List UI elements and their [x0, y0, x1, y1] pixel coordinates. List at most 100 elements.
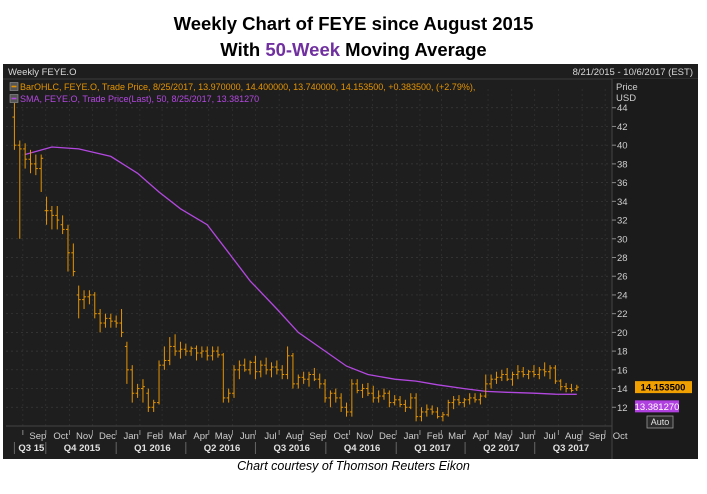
x-tick-label-month: Jan: [404, 431, 419, 442]
ohlc-bar: [312, 367, 317, 382]
x-tick-label-month: Feb: [147, 431, 163, 442]
chart-panel[interactable]: Weekly FEYE.O 8/21/2015 - 10/6/2017 (EST)…: [3, 64, 698, 459]
auto-scale-button[interactable]: [646, 415, 674, 429]
sma-value-tag: [635, 400, 679, 413]
ohlc-bar: [344, 402, 349, 417]
x-tick-label-month: Jul: [544, 431, 556, 442]
date-range: 8/21/2015 - 10/6/2017 (EST): [573, 67, 693, 78]
ohlc-bar: [531, 365, 536, 378]
x-tick-label-quarter: Q3 2016: [273, 443, 309, 454]
ohlc-bar: [194, 345, 199, 361]
x-tick-label-month: Sep: [29, 431, 46, 442]
x-tick-label-quarter: Q2 2016: [204, 443, 240, 454]
y-tick-label: 36: [617, 178, 628, 189]
ohlc-bar: [553, 365, 558, 384]
y-tick-label: 40: [617, 141, 628, 152]
ohlc-bar: [537, 367, 542, 380]
auto-scale-button-label[interactable]: Auto: [651, 417, 670, 427]
ohlc-bar: [124, 341, 129, 384]
x-tick-label-month: Mar: [448, 431, 464, 442]
ohlc-bar: [489, 374, 494, 389]
sma-line: [24, 146, 577, 395]
ohlc-bar: [130, 365, 135, 403]
ohlc-bar: [360, 383, 365, 398]
ohlc-bar: [328, 390, 333, 408]
ohlc-bar: [323, 379, 328, 403]
ohlc-bar: [564, 382, 569, 393]
ohlc-bar: [548, 365, 553, 380]
ohlc-bar: [210, 346, 215, 361]
last-price-label: 14.153500: [641, 383, 686, 394]
ohlc-bar: [135, 383, 140, 398]
ohlc-bar: [430, 405, 435, 415]
legend-entry: SMA, FEYE.O, Trade Price(Last), 50, 8/25…: [20, 94, 259, 104]
ohlc-bar: [17, 140, 22, 239]
ohlc-bar: [478, 393, 483, 405]
ohlc-bar: [290, 352, 295, 389]
ohlc-bar: [307, 371, 311, 387]
x-tick-label-month: Nov: [76, 431, 93, 442]
ohlc-bar: [280, 365, 285, 380]
ohlc-bar: [451, 396, 456, 410]
ohlc-bar: [119, 308, 124, 338]
last-price-tag: [635, 381, 692, 394]
x-tick-label-month: Apr: [473, 431, 488, 442]
ohlc-bar: [317, 373, 322, 389]
ohlc-bar: [349, 379, 354, 417]
ohlc-bar: [440, 411, 445, 422]
ohlc-bar: [103, 313, 108, 328]
x-tick-label-month: Oct: [613, 431, 628, 442]
ohlc-bar: [355, 379, 360, 394]
ohlc-bar: [446, 399, 451, 417]
ohlc-bar: [60, 215, 65, 235]
y-tick-label: 30: [617, 234, 628, 245]
ohlc-bar: [387, 390, 392, 408]
y-axis-label: Price: [616, 82, 638, 93]
y-tick-label: 44: [617, 103, 628, 114]
legend-entry: BarOHLC, FEYE.O, Trade Price, 8/25/2017,…: [20, 82, 475, 92]
ohlc-bar: [183, 343, 188, 356]
ohlc-bar: [82, 290, 87, 309]
ohlc-bar: [151, 399, 156, 412]
ohlc-bar: [296, 374, 301, 389]
ohlc-bar: [467, 393, 472, 405]
ohlc-bar: [526, 369, 531, 380]
chart-title-line2: With 50-Week Moving Average: [0, 39, 707, 61]
price-chart[interactable]: Weekly FEYE.O 8/21/2015 - 10/6/2017 (EST)…: [3, 64, 698, 459]
x-tick-label-month: Oct: [333, 431, 348, 442]
x-tick-label-month: Jan: [124, 431, 139, 442]
ohlc-bar: [510, 371, 515, 386]
ohlc-bar: [221, 352, 226, 403]
ohlc-bar: [39, 154, 44, 192]
ohlc-bar: [114, 315, 119, 328]
ohlc-bar: [140, 379, 145, 403]
x-tick-label-quarter: Q4 2016: [344, 443, 380, 454]
ohlc-bar: [505, 367, 510, 382]
ohlc-bar: [55, 206, 60, 230]
ohlc-bar: [23, 143, 28, 169]
x-tick-label-month: Nov: [356, 431, 373, 442]
ohlc-bar: [108, 313, 113, 328]
ohlc-bar: [157, 360, 162, 405]
ohlc-bar: [456, 395, 461, 406]
y-tick-label: 20: [617, 328, 628, 339]
x-tick-label-month: Jun: [519, 431, 534, 442]
ohlc-bar: [65, 224, 70, 272]
y-tick-label: 16: [617, 365, 628, 376]
ohlc-bar: [542, 362, 547, 377]
x-tick-label-month: Aug: [565, 431, 582, 442]
ohlc-bar: [301, 371, 306, 384]
ohlc-bar: [269, 362, 274, 378]
ohlc-bar: [44, 196, 49, 225]
ohlc-bar: [558, 379, 563, 391]
chart-caption: Chart courtesy of Thomson Reuters Eikon: [237, 459, 470, 473]
y-tick-label: 42: [617, 122, 628, 133]
ohlc-bar: [569, 383, 574, 393]
ohlc-bar: [87, 290, 92, 305]
panel-title: Weekly FEYE.O: [8, 67, 76, 78]
y-tick-label: 22: [617, 309, 628, 320]
y-tick-label: 32: [617, 216, 628, 227]
x-tick-label-quarter: Q3 15: [18, 443, 45, 454]
ohlc-bar: [408, 393, 413, 410]
x-tick-label-month: Sep: [309, 431, 326, 442]
